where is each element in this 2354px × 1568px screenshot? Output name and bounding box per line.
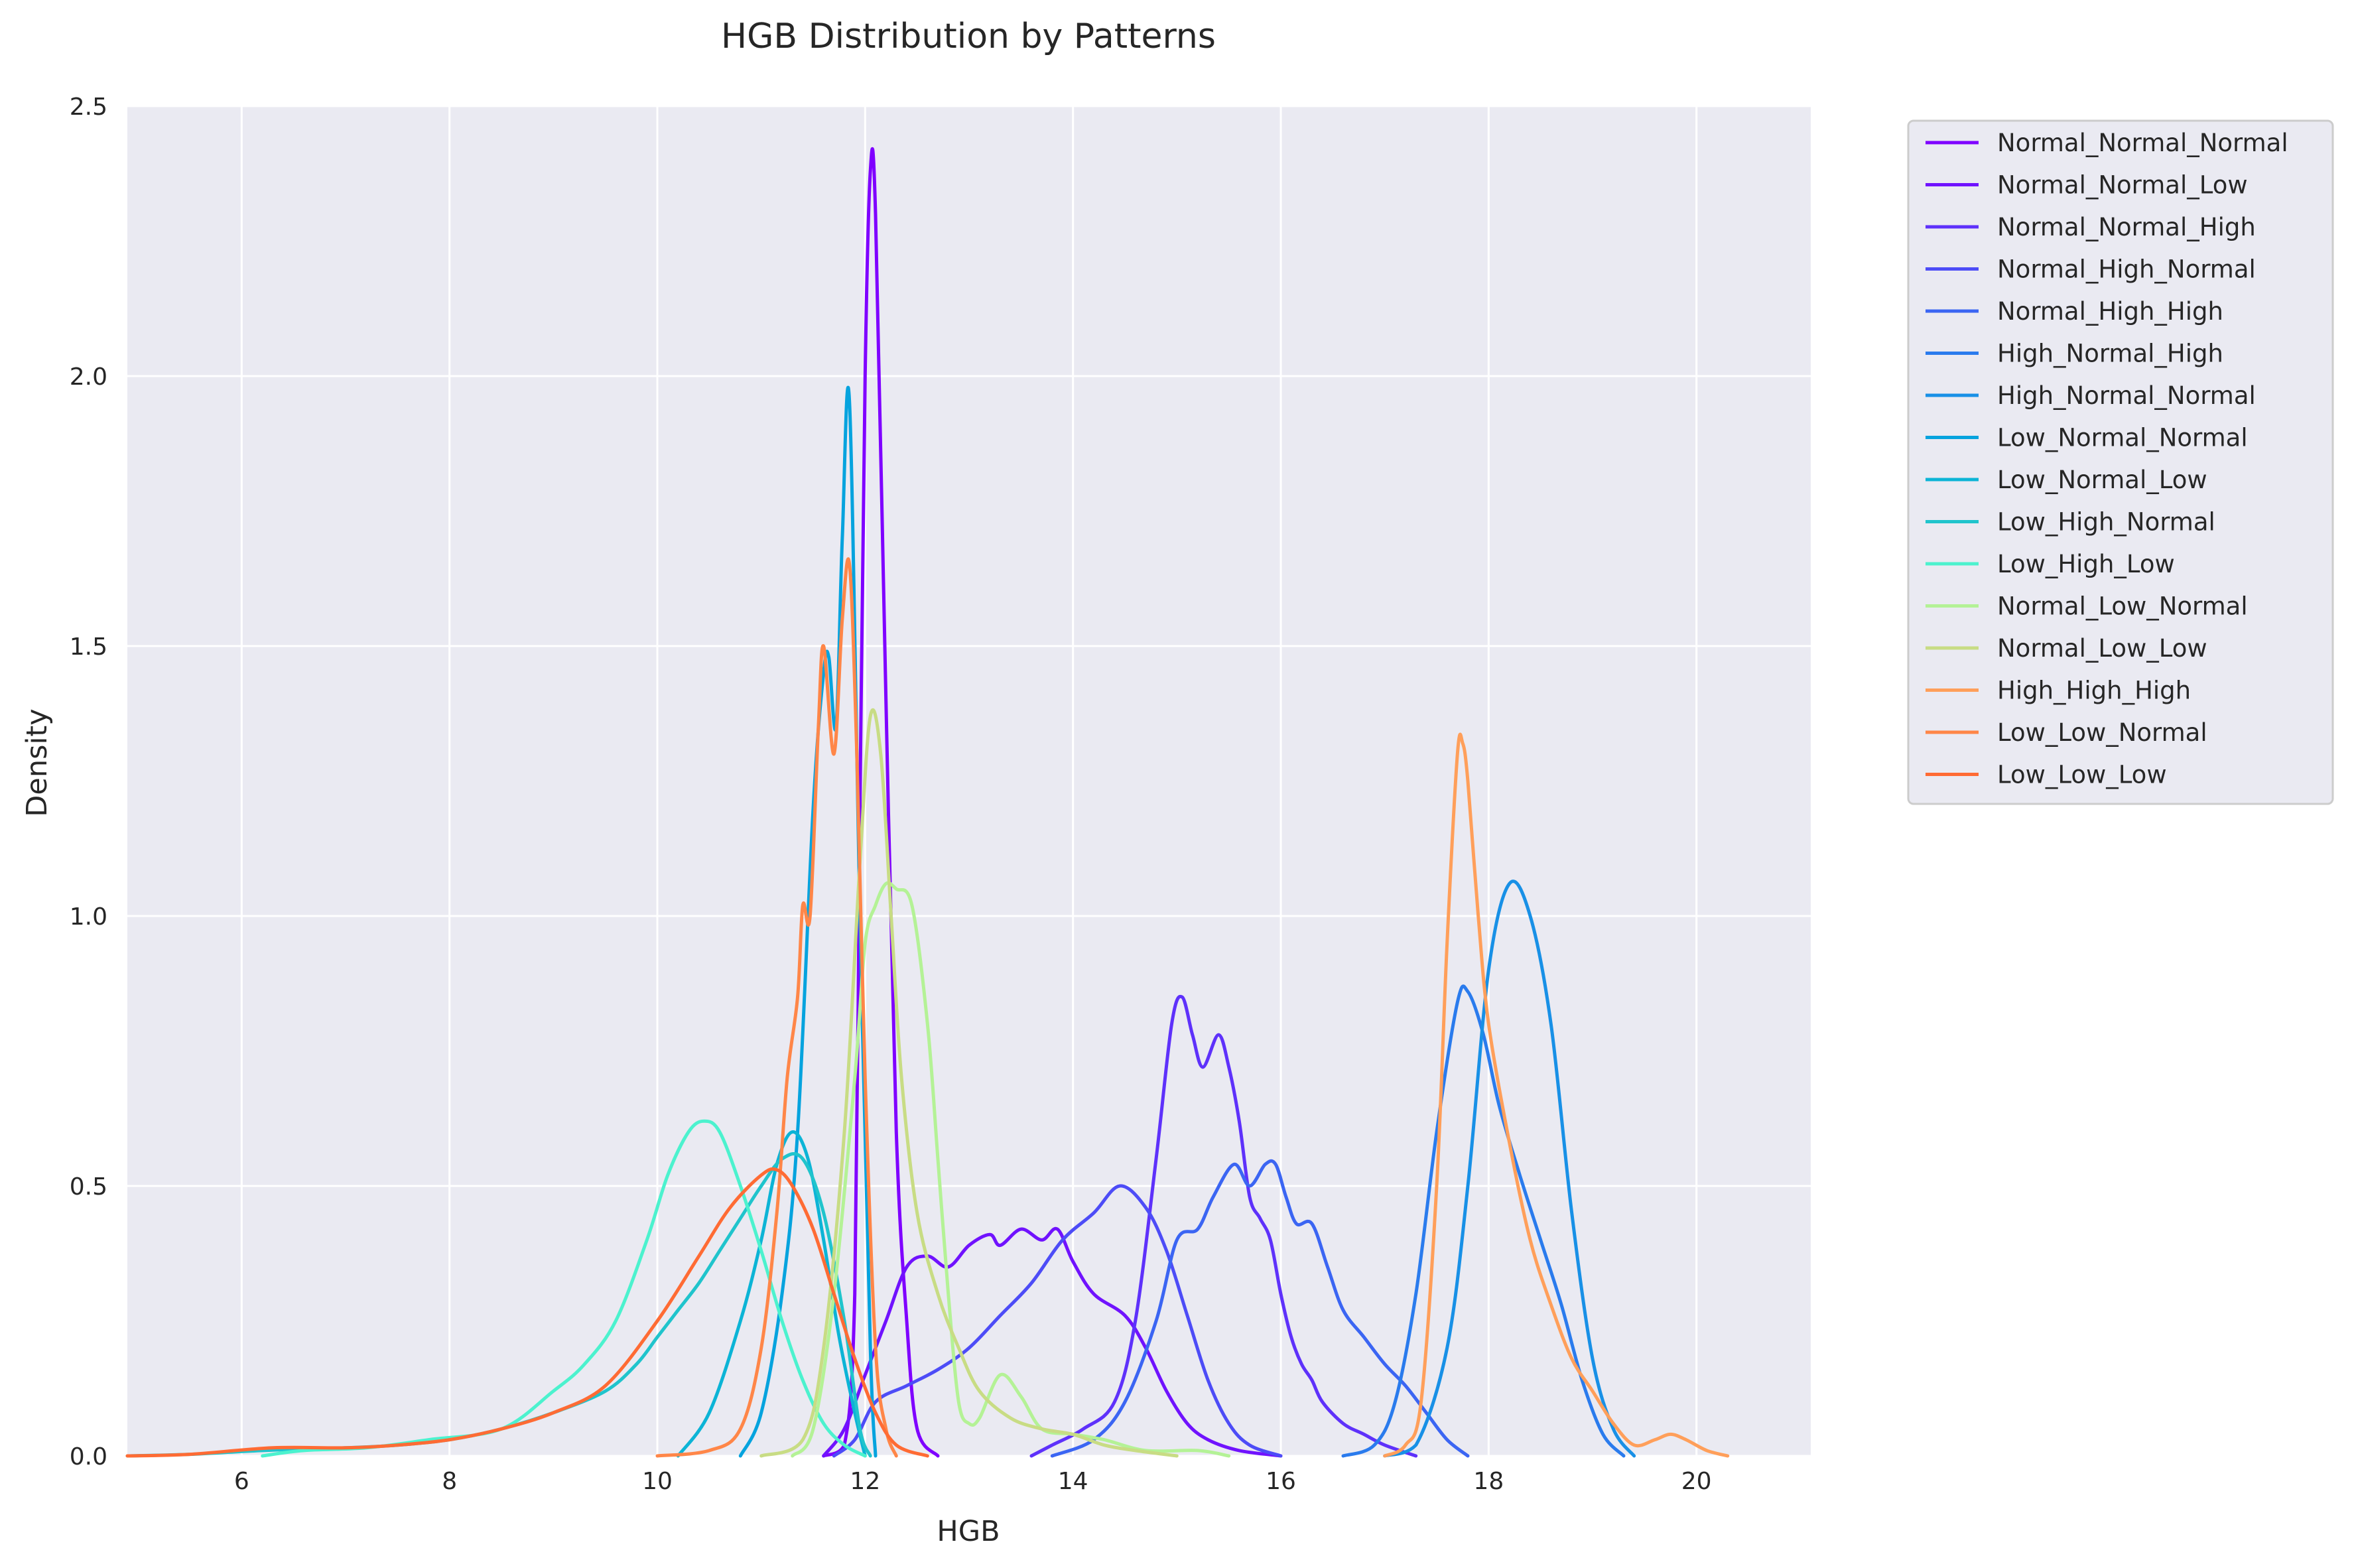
legend-label: Low_Normal_Low (1997, 466, 2207, 494)
legend-item: Normal_High_Normal (1926, 255, 2256, 284)
series-line-low-low-normal (655, 557, 898, 1458)
x-tick-label: 8 (442, 1468, 457, 1495)
y-tick-label: 2.5 (70, 94, 107, 121)
y-tick-label: 2.0 (70, 363, 107, 391)
x-tick-label: 12 (850, 1468, 880, 1495)
legend-label: Low_High_Normal (1997, 508, 2215, 537)
series-line-high-normal-normal (1383, 880, 1636, 1458)
series-line-normal-high-normal (832, 1184, 1283, 1458)
legend-item: Low_High_Low (1926, 550, 2175, 578)
legend-label: Low_Low_Low (1997, 761, 2167, 789)
series-line-high-normal-high (1341, 984, 1626, 1458)
y-tick-label: 1.5 (70, 633, 107, 661)
legend-label: Normal_Low_Normal (1997, 592, 2248, 621)
legend-item: Normal_Low_Low (1926, 634, 2207, 663)
legend-label: Normal_Low_Low (1997, 634, 2207, 663)
series-line-normal-normal-high (1029, 994, 1418, 1458)
legend-label: Normal_High_Normal (1997, 255, 2256, 284)
legend-item: Low_Normal_Low (1926, 466, 2207, 494)
legend-label: Normal_Normal_Normal (1997, 129, 2288, 157)
legend-label: High_Normal_High (1997, 340, 2223, 368)
legend-item: High_Normal_High (1926, 340, 2223, 368)
y-tick-label: 1.0 (70, 903, 107, 931)
series-line-high-high-high (1383, 732, 1730, 1458)
legend: Normal_Normal_Normal Normal_Normal_Low Nor… (1907, 119, 2334, 805)
series-line-normal-high-high (1050, 1159, 1470, 1458)
x-tick-label: 20 (1681, 1468, 1712, 1495)
legend-item: Normal_Normal_High (1926, 213, 2256, 241)
legend-item: Normal_Normal_Normal (1926, 129, 2288, 157)
legend-item: Normal_Normal_Low (1926, 171, 2248, 200)
legend-item: Low_Low_Normal (1926, 718, 2207, 747)
y-axis-label: Density (21, 708, 54, 817)
legend-label: Low_High_Low (1997, 550, 2175, 578)
series-line-normal-normal-low (822, 1226, 1283, 1458)
legend-item: High_Normal_Normal (1926, 381, 2256, 410)
series-group (125, 147, 1730, 1458)
series-line-normal-normal-normal (822, 147, 940, 1458)
legend-label: High_High_High (1997, 677, 2191, 705)
series-line-normal-low-low (759, 708, 1179, 1458)
x-tick-label: 18 (1473, 1468, 1504, 1495)
x-axis-ticks: 6 8 10 12 14 16 18 20 (234, 1468, 1712, 1495)
x-tick-label: 10 (642, 1468, 673, 1495)
legend-label: Low_Low_Normal (1997, 718, 2207, 747)
legend-label: Low_Normal_Normal (1997, 424, 2248, 452)
legend-item: Normal_High_High (1926, 297, 2223, 326)
legend-item: Normal_Low_Normal (1926, 592, 2248, 621)
y-axis-ticks: 0.0 0.5 1.0 1.5 2.0 2.5 (70, 94, 107, 1470)
x-axis-label: HGB (937, 1515, 1000, 1548)
x-tick-label: 16 (1266, 1468, 1296, 1495)
x-tick-label: 14 (1058, 1468, 1088, 1495)
x-tick-label: 6 (234, 1468, 249, 1495)
legend-frame (1907, 119, 2334, 805)
legend-item: Low_Normal_Normal (1926, 424, 2248, 452)
series-line-low-high-low (261, 1119, 867, 1458)
plot-area (127, 106, 1811, 1456)
y-tick-label: 0.0 (70, 1443, 107, 1470)
legend-label: Normal_High_High (1997, 297, 2223, 326)
chart-title: HGB Distribution by Patterns (721, 17, 1216, 56)
legend-item: Low_Low_Low (1926, 761, 2167, 789)
series-line-low-low-low (125, 1167, 929, 1458)
legend-label: Normal_Normal_Low (1997, 171, 2248, 200)
y-tick-label: 0.5 (70, 1173, 107, 1201)
legend-label: High_Normal_Normal (1997, 381, 2256, 410)
legend-item: High_High_High (1926, 677, 2191, 705)
legend-label: Normal_Normal_High (1997, 213, 2256, 241)
legend-item: Low_High_Normal (1926, 508, 2215, 537)
legend-items: Normal_Normal_Normal Normal_Normal_Low Nor… (1926, 129, 2288, 789)
series-line-low-normal-low (676, 1130, 867, 1458)
